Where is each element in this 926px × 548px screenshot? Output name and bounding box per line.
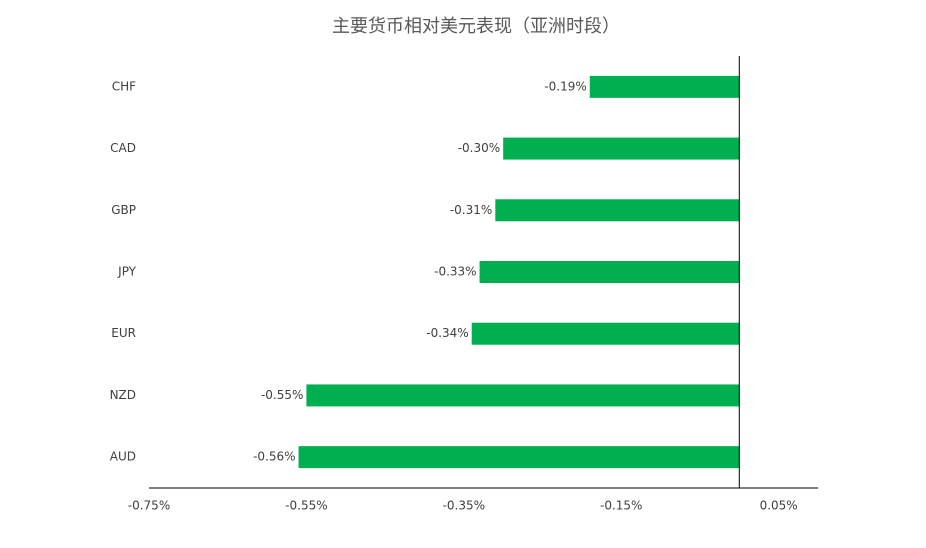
x-tick-label: -0.15% — [600, 499, 642, 513]
value-label: -0.19% — [544, 79, 586, 93]
y-tick-label: NZD — [110, 388, 136, 402]
value-label: -0.55% — [261, 388, 303, 402]
chart-title: 主要货币相对美元表现（亚洲时段） — [332, 16, 620, 37]
bar — [495, 199, 740, 222]
bar — [298, 446, 740, 469]
bar — [306, 384, 740, 407]
y-tick-label: GBP — [111, 203, 136, 217]
bar — [479, 261, 740, 283]
bar — [503, 137, 740, 160]
y-tick-label: EUR — [111, 326, 136, 340]
x-tick-label: -0.75% — [128, 499, 170, 513]
value-label: -0.30% — [458, 141, 500, 155]
y-tick-label: JPY — [117, 265, 137, 279]
x-tick-label: -0.35% — [443, 499, 485, 513]
value-label: -0.56% — [253, 450, 295, 464]
y-tick-label: CAD — [110, 141, 136, 155]
bar — [471, 322, 740, 345]
x-tick-label: -0.55% — [285, 499, 327, 513]
value-label: -0.33% — [434, 265, 476, 279]
value-label: -0.34% — [426, 326, 468, 340]
y-tick-label: AUD — [110, 450, 136, 464]
x-tick-label: 0.05% — [760, 499, 798, 513]
value-label: -0.31% — [450, 203, 492, 217]
y-tick-label: CHF — [112, 79, 136, 93]
bar — [589, 75, 740, 98]
